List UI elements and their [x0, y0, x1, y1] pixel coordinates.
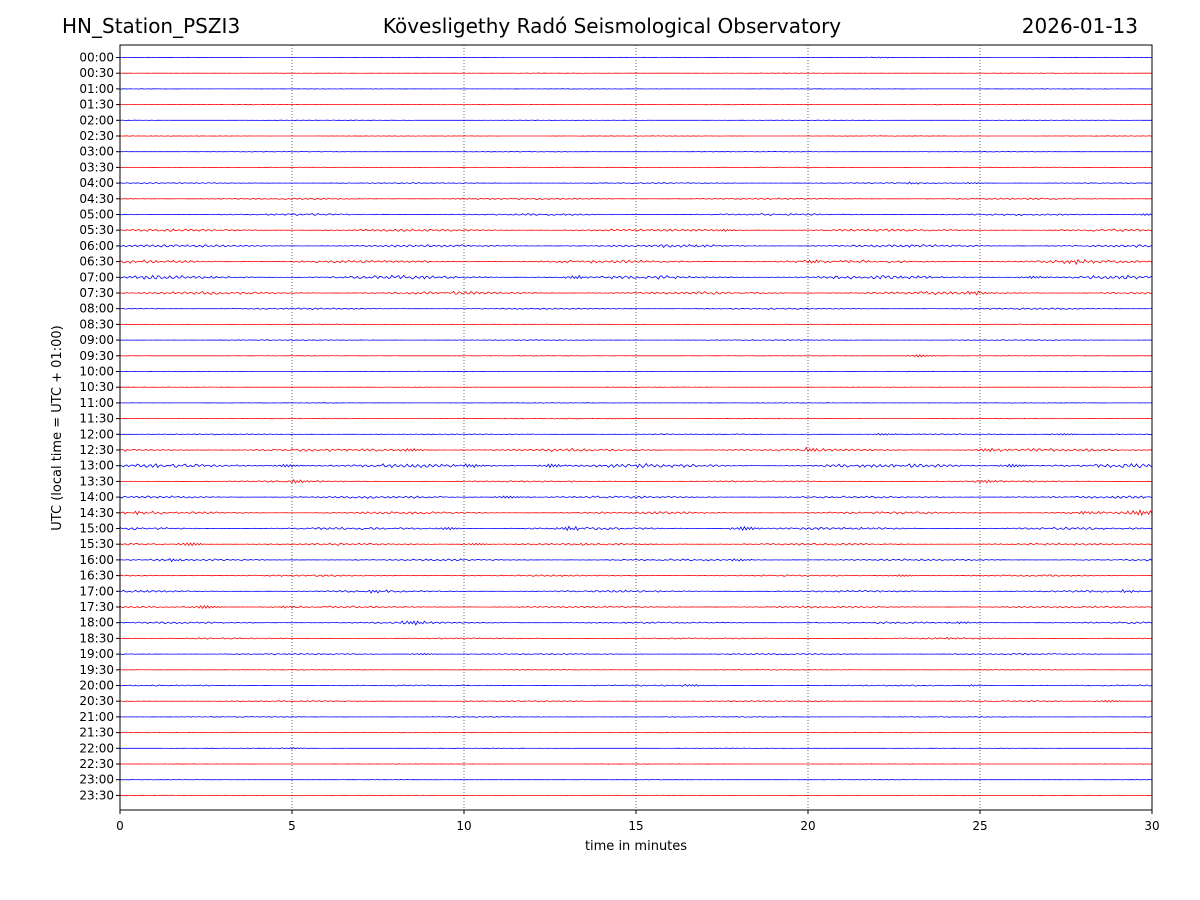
y-tick-label: 00:30 [79, 66, 114, 80]
trace-0330 [119, 166, 1153, 169]
trace-1800 [119, 620, 1153, 626]
y-tick-label: 20:30 [79, 694, 114, 708]
y-tick-label: 12:00 [79, 427, 114, 441]
y-tick-label: 03:30 [79, 160, 114, 174]
y-tick-label: 04:30 [79, 192, 114, 206]
y-tick-label: 05:00 [79, 208, 114, 222]
trace-2200 [119, 747, 1153, 750]
y-tick-label: 18:00 [79, 616, 114, 630]
y-tick-label: 18:30 [79, 631, 114, 645]
trace-1530 [119, 542, 1153, 547]
y-tick-label: 16:00 [79, 553, 114, 567]
y-axis-label: UTC (local time = UTC + 01:00) [50, 325, 65, 530]
y-tick-label: 08:30 [79, 317, 114, 331]
y-tick-label: 02:00 [79, 113, 114, 127]
x-tick-label: 0 [116, 819, 124, 833]
trace-0800 [119, 307, 1152, 310]
y-tick-label: 01:00 [79, 82, 114, 96]
date-title: 2026-01-13 [1021, 14, 1138, 38]
x-tick-label: 20 [800, 819, 815, 833]
y-tick-label: 16:30 [79, 569, 114, 583]
y-tick-label: 19:30 [79, 663, 114, 677]
trace-1430 [119, 508, 1153, 517]
x-tick-label: 30 [1144, 819, 1159, 833]
y-tick-label: 09:30 [79, 349, 114, 363]
grid-group [291, 45, 981, 810]
y-tick-label: 17:00 [79, 584, 114, 598]
y-tick-label: 10:00 [79, 365, 114, 379]
trace-0700 [119, 274, 1153, 280]
trace-0730 [119, 290, 1153, 296]
y-tick-label: 23:30 [79, 788, 114, 802]
y-tick-label: 10:30 [79, 380, 114, 394]
x-tick-label: 25 [972, 819, 987, 833]
y-tick-label: 22:00 [79, 741, 114, 755]
y-tick-label: 08:00 [79, 302, 114, 316]
station-title: HN_Station_PSZI3 [62, 14, 241, 38]
y-tick-label: 14:30 [79, 506, 114, 520]
y-tick-label: 07:30 [79, 286, 114, 300]
trace-1230 [119, 446, 1153, 453]
y-tick-label: 03:00 [79, 145, 114, 159]
y-tick-label: 06:00 [79, 239, 114, 253]
y-tick-label: 13:30 [79, 474, 114, 488]
x-tick-label: 10 [456, 819, 471, 833]
y-tick-label: 19:00 [79, 647, 114, 661]
y-tick-label: 15:30 [79, 537, 114, 551]
x-axis-label: time in minutes [585, 839, 687, 854]
y-tick-label: 13:00 [79, 459, 114, 473]
y-tick-label: 11:00 [79, 396, 114, 410]
trace-1200 [119, 432, 1153, 436]
trace-0530 [119, 228, 1153, 233]
y-tick-label: 09:00 [79, 333, 114, 347]
y-tick-label: 17:30 [79, 600, 114, 614]
y-tick-label: 22:30 [79, 757, 114, 771]
trace-1000 [119, 370, 1153, 373]
observatory-title: Kövesligethy Radó Seismological Observat… [382, 14, 842, 38]
trace-1630 [119, 574, 1153, 578]
trace-0930 [119, 354, 1153, 358]
x-axis: 0 5 10 15 20 25 30 [116, 810, 1160, 833]
x-tick-label: 15 [628, 819, 643, 833]
y-tick-label: 06:30 [79, 255, 114, 269]
trace-2030 [119, 699, 1152, 703]
y-tick-label: 02:30 [79, 129, 114, 143]
y-tick-label: 11:30 [79, 412, 114, 426]
y-tick-label: 23:00 [79, 773, 114, 787]
y-tick-label: 05:30 [79, 223, 114, 237]
y-tick-label: 20:00 [79, 679, 114, 693]
y-tick-label: 15:00 [79, 522, 114, 536]
y-tick-label: 01:30 [79, 98, 114, 112]
trace-1830 [119, 636, 1153, 640]
trace-0500 [119, 213, 1153, 217]
x-tick-label: 5 [288, 819, 296, 833]
y-tick-label: 14:00 [79, 490, 114, 504]
trace-0300 [119, 150, 1152, 153]
y-tick-label: 07:00 [79, 270, 114, 284]
y-tick-label: 21:00 [79, 710, 114, 724]
trace-1330 [119, 478, 1153, 484]
trace-1130 [119, 417, 1153, 420]
y-tick-label: 12:30 [79, 443, 114, 457]
y-tick-label: 21:30 [79, 726, 114, 740]
trace-2000 [119, 683, 1153, 687]
y-tick-label: 00:00 [79, 51, 114, 65]
y-tick-label: 04:00 [79, 176, 114, 190]
trace-1600 [119, 558, 1153, 563]
